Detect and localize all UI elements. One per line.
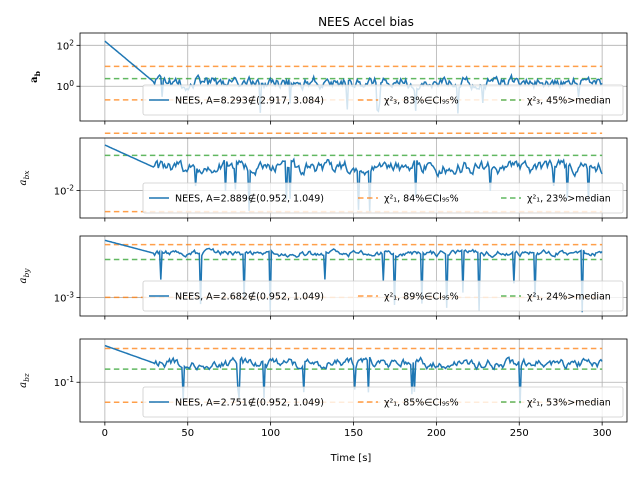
- legend-label-ci: χ²₁, 84%∈CI₉₅%: [384, 194, 459, 205]
- axes-frame: [79, 235, 628, 317]
- nees-series-line: [104, 239, 603, 313]
- x-tick-label: 250: [510, 428, 529, 439]
- x-tick-label: 300: [593, 428, 612, 439]
- legend-label-median: χ²₁, 53%>median: [527, 398, 611, 409]
- y-tick-label: 100: [56, 79, 74, 93]
- y-tick-label: 102: [56, 38, 74, 52]
- legend-label-median: χ²₁, 23%>median: [527, 194, 611, 205]
- y-tick-label: 10-2: [54, 183, 74, 197]
- x-tick-label: 100: [261, 428, 280, 439]
- x-axis-label: Time [s]: [330, 453, 372, 464]
- legend-label-median: χ²₃, 45%>median: [527, 96, 611, 107]
- legend-box: [142, 386, 624, 418]
- subplot-0: 100 102 ab NEES, A=8.293∉(2.917, 3.084) χ²₃,…: [29, 32, 628, 125]
- subplot-3: 0 50 100 150 200 250 300 10-1 abz NEES, A=2.751∉(…: [18, 338, 628, 439]
- legend: NEES, A=2.889∉(0.952, 1.049) χ²₁, 84%∈CI₉…: [142, 182, 624, 214]
- y-tick-label: 10-1: [54, 375, 74, 389]
- y-axis-label: ab: [29, 71, 42, 83]
- legend-label-ci: χ²₃, 83%∈CI₉₅%: [384, 96, 459, 107]
- y-tick-label: 10-3: [54, 290, 74, 304]
- axes-frame: [79, 32, 628, 122]
- y-axis-label: aby: [18, 268, 31, 284]
- legend-label-nees: NEES, A=2.682∉(0.952, 1.049): [175, 292, 324, 303]
- legend-label-ci: χ²₁, 85%∈CI₉₅%: [384, 398, 459, 409]
- legend: NEES, A=2.751∉(0.952, 1.049) χ²₁, 85%∈CI₉…: [142, 386, 624, 418]
- legend-box: [142, 182, 624, 214]
- legend-label-nees: NEES, A=8.293∉(2.917, 3.084): [175, 96, 324, 107]
- figure-title: NEES Accel bias: [318, 15, 414, 29]
- x-tick-label: 200: [427, 428, 446, 439]
- axes-frame: [79, 338, 628, 423]
- subplot-1: 10-2 abx NEES, A=2.889∉(0.952, 1.049) χ²₁, …: [18, 132, 628, 222]
- legend: NEES, A=2.682∉(0.952, 1.049) χ²₁, 89%∈CI₉…: [142, 280, 624, 312]
- x-tick-label: 0: [102, 428, 108, 439]
- legend-label-ci: χ²₁, 89%∈CI₉₅%: [384, 292, 459, 303]
- legend-label-median: χ²₁, 24%>median: [527, 292, 611, 303]
- subplot-2: 10-3 aby NEES, A=2.682∉(0.952, 1.049) χ²₁, …: [18, 235, 628, 320]
- y-axis-label: abz: [18, 373, 31, 388]
- legend-label-nees: NEES, A=2.889∉(0.952, 1.049): [175, 194, 324, 205]
- legend-label-nees: NEES, A=2.751∉(0.952, 1.049): [175, 398, 324, 409]
- legend-box: [142, 280, 624, 312]
- x-tick-label: 150: [344, 428, 363, 439]
- legend: NEES, A=8.293∉(2.917, 3.084) χ²₃, 83%∈CI₉…: [142, 84, 624, 116]
- nees-series-line: [104, 344, 603, 404]
- subplot-panels: 100 102 ab NEES, A=8.293∉(2.917, 3.084) χ²₃,…: [18, 32, 628, 439]
- nees-series-line: [104, 144, 603, 212]
- legend-box: [142, 84, 624, 116]
- x-tick-label: 50: [181, 428, 194, 439]
- y-axis-label: abx: [18, 170, 31, 186]
- axes-frame: [79, 137, 628, 219]
